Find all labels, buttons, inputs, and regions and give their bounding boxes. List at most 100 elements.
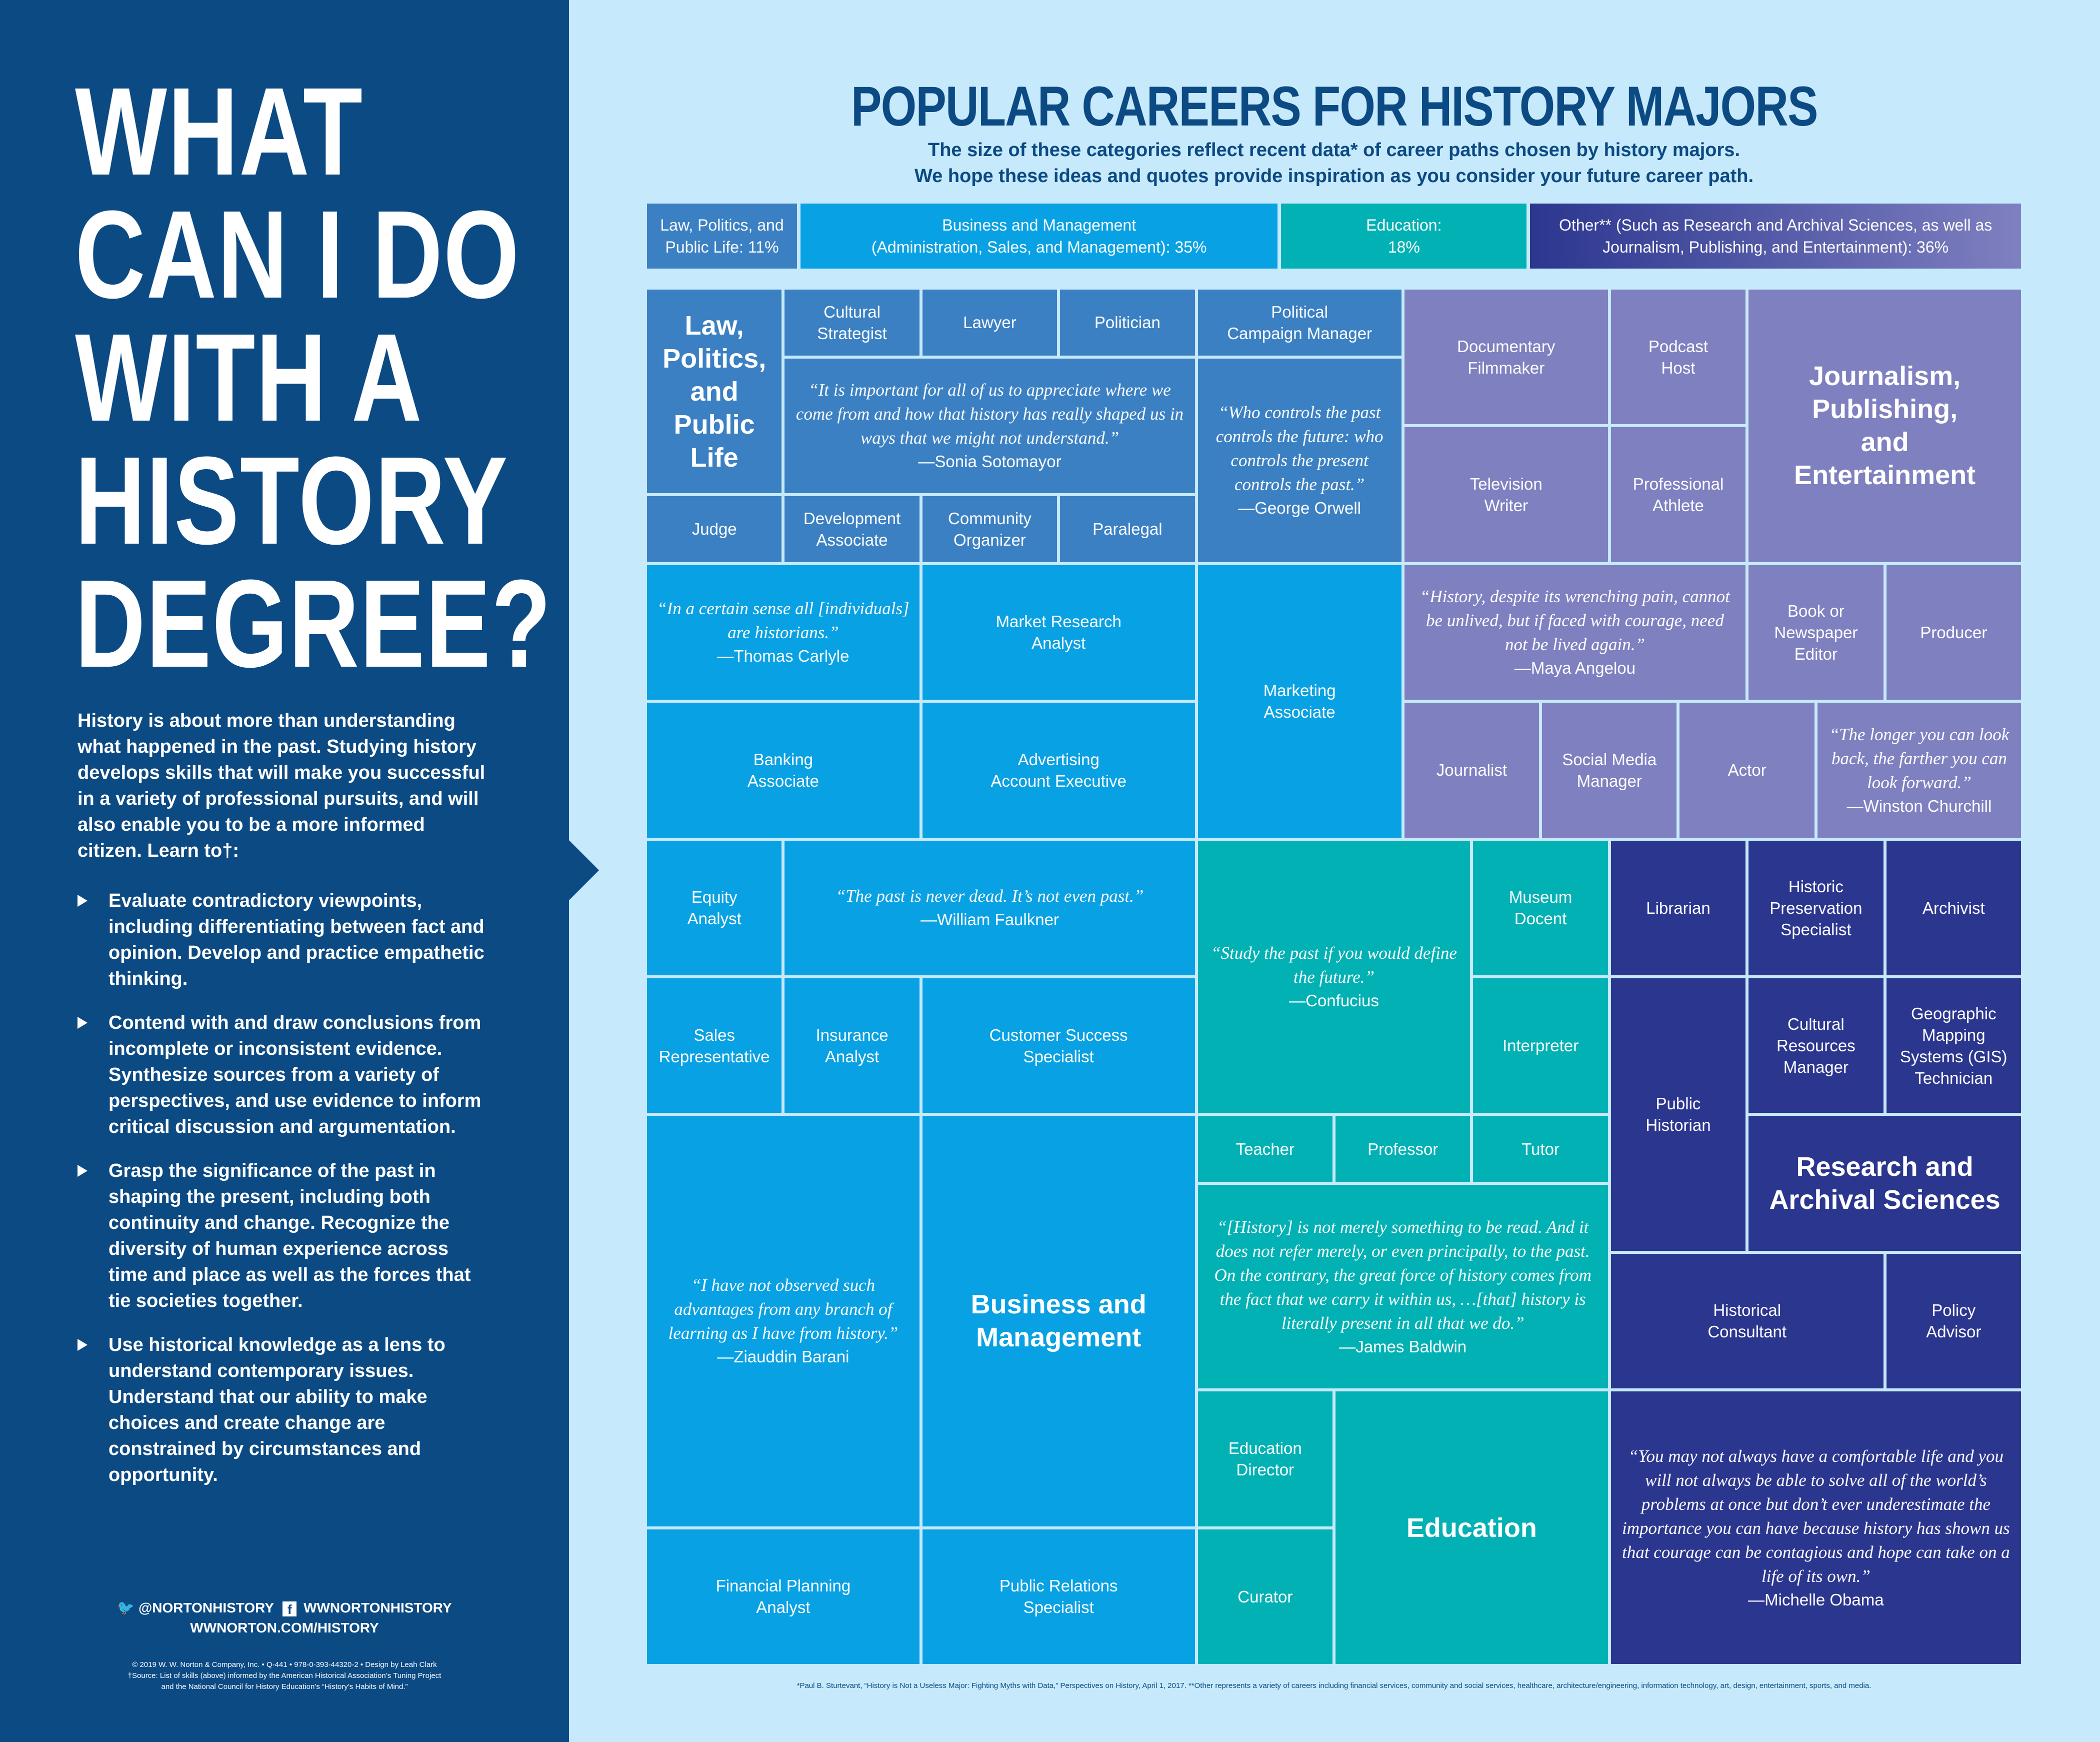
category-share-2: Education: 18% xyxy=(1281,204,1527,269)
footnote: *Paul B. Sturtevant, “History is Not a U… xyxy=(796,1681,1872,1690)
career-gis: Geographic Mapping Systems (GIS) Technic… xyxy=(1886,978,2021,1113)
triangle-bullet-icon xyxy=(78,895,88,907)
twitter-handle[interactable]: @NORTONHISTORY xyxy=(138,1600,274,1615)
twitter-icon: 🐦 xyxy=(117,1600,135,1615)
quote-obama: “You may not always have a comfortable l… xyxy=(1610,1391,2021,1664)
quote-barani: “I have not observed such advantages fro… xyxy=(647,1116,920,1526)
career-actor: Actor xyxy=(1680,703,1814,838)
career-librarian: Librarian xyxy=(1610,840,1746,975)
quote-text: “Study the past if you would define the … xyxy=(1211,943,1457,987)
career-marketing-associate: Marketing Associate xyxy=(1198,565,1402,838)
career-athlete: Professional Athlete xyxy=(1610,427,1746,562)
career-teacher: Teacher xyxy=(1198,1116,1332,1182)
quote-text: “You may not always have a comfortable l… xyxy=(1622,1446,2010,1586)
career-sales-rep: Sales Representative xyxy=(647,978,782,1113)
career-historical-consultant: Historical Consultant xyxy=(1610,1253,1884,1389)
career-producer: Producer xyxy=(1886,565,2021,700)
quote-carlyle: “In a certain sense all [individuals] ar… xyxy=(647,565,920,700)
career-customer-success: Customer Success Specialist xyxy=(922,978,1195,1113)
triangle-bullet-icon xyxy=(78,1339,88,1351)
skill-item: Use historical knowledge as a lens to un… xyxy=(78,1332,488,1488)
skill-item: Contend with and draw conclusions from i… xyxy=(78,1010,488,1140)
career-financial-planning: Financial Planning Analyst xyxy=(647,1529,920,1664)
careers-treemap: Law, Politics, and Public Life Cultural S… xyxy=(647,290,2021,1664)
category-title-jour-title: Journalism, Publishing, and Entertainmen… xyxy=(1748,290,2021,562)
panel-arrow xyxy=(569,840,599,900)
career-campaign-manager: Political Campaign Manager xyxy=(1198,290,1402,356)
category-share-3: Other** (Such as Research and Archival S… xyxy=(1530,204,2021,269)
category-title-biz-title: Business and Management xyxy=(922,1116,1195,1526)
quote-author: —Sonia Sotomayor xyxy=(918,452,1062,471)
career-banking-associate: Banking Associate xyxy=(647,703,920,838)
career-judge: Judge xyxy=(647,496,782,562)
subtitle: The size of these categories reflect rec… xyxy=(914,140,1754,187)
website-link[interactable]: WWNORTON.COM/HISTORY xyxy=(190,1620,379,1635)
career-podcast: Podcast Host xyxy=(1610,290,1746,425)
quote-author: —Michelle Obama xyxy=(1748,1590,1884,1609)
category-title-law-title: Law, Politics, and Public Life xyxy=(647,290,782,494)
category-title-edu-title: Education xyxy=(1335,1391,1608,1664)
quote-text: “In a certain sense all [individuals] ar… xyxy=(657,599,910,643)
career-public-historian: Public Historian xyxy=(1610,978,1746,1251)
quote-orwell: “Who controls the past controls the futu… xyxy=(1198,358,1402,562)
quote-author: —Maya Angelou xyxy=(1514,659,1636,678)
quote-author: —George Orwell xyxy=(1238,499,1362,518)
quote-author: —William Faulkner xyxy=(920,910,1059,929)
social-links: 🐦 @NORTONHISTORY f WWNORTONHISTORY WWNOR… xyxy=(0,1598,569,1638)
career-social-media: Social Media Manager xyxy=(1542,703,1677,838)
triangle-bullet-icon xyxy=(78,1165,88,1177)
career-journalist: Journalist xyxy=(1404,703,1540,838)
quote-angelou: “History, despite its wrenching pain, ca… xyxy=(1404,565,1746,700)
career-development-associate: Development Associate xyxy=(784,496,920,562)
career-equity-analyst: Equity Analyst xyxy=(647,840,782,975)
facebook-handle[interactable]: WWNORTONHISTORY xyxy=(304,1600,452,1615)
quote-sotomayor: “It is important for all of us to apprec… xyxy=(784,358,1195,494)
career-documentary: Documentary Filmmaker xyxy=(1404,290,1608,425)
quote-text: “The longer you can look back, the farth… xyxy=(1829,724,2010,792)
quote-faulkner: “The past is never dead. It’s not even p… xyxy=(784,840,1195,975)
page-title: POPULAR CAREERS FOR HISTORY MAJORS xyxy=(850,75,1818,138)
facebook-icon: f xyxy=(282,1601,297,1617)
career-tv-writer: Television Writer xyxy=(1404,427,1608,562)
career-market-research: Market Research Analyst xyxy=(922,565,1195,700)
quote-baldwin: “[History] is not merely something to be… xyxy=(1198,1185,1608,1389)
quote-text: “[History] is not merely something to be… xyxy=(1214,1217,1592,1333)
career-politician: Politician xyxy=(1060,290,1195,356)
category-title-res-title: Research and Archival Sciences xyxy=(1748,1116,2021,1251)
career-education-director: Education Director xyxy=(1198,1391,1332,1526)
left-panel: WHAT CAN I DO WITH A HISTORY DEGREE? His… xyxy=(0,0,569,1742)
category-share-bar: Law, Politics, and Public Life: 11% Busin… xyxy=(647,204,2021,269)
career-lawyer: Lawyer xyxy=(922,290,1058,356)
triangle-bullet-icon xyxy=(78,1017,88,1029)
skills-list: Evaluate contradictory viewpoints, inclu… xyxy=(78,888,488,1506)
career-archivist: Archivist xyxy=(1886,840,2021,975)
credits: © 2019 W. W. Norton & Company, Inc. • Q-… xyxy=(0,1659,569,1692)
quote-text: “History, despite its wrenching pain, ca… xyxy=(1420,587,1730,655)
intro-text: History is about more than understanding… xyxy=(78,710,486,861)
career-historic-preservation: Historic Preservation Specialist xyxy=(1748,840,1884,975)
quote-author: —Ziauddin Barani xyxy=(717,1347,850,1366)
career-tutor: Tutor xyxy=(1473,1116,1608,1182)
career-insurance-analyst: Insurance Analyst xyxy=(784,978,920,1113)
category-share-1: Business and Management (Administration,… xyxy=(800,204,1278,269)
quote-author: —Confucius xyxy=(1289,991,1379,1010)
career-community-organizer: Community Organizer xyxy=(922,496,1058,562)
skill-item: Evaluate contradictory viewpoints, inclu… xyxy=(78,888,488,992)
career-professor: Professor xyxy=(1335,1116,1470,1182)
quote-text: “I have not observed such advantages fro… xyxy=(668,1275,898,1343)
quote-author: —James Baldwin xyxy=(1339,1337,1467,1356)
career-advertising: Advertising Account Executive xyxy=(922,703,1195,838)
quote-text: “Who controls the past controls the futu… xyxy=(1216,403,1384,495)
main-heading: WHAT CAN I DO WITH A HISTORY DEGREE? xyxy=(75,62,552,693)
career-curator: Curator xyxy=(1198,1529,1332,1664)
quote-confucius: “Study the past if you would define the … xyxy=(1198,840,1470,1113)
career-policy-advisor: Policy Advisor xyxy=(1886,1253,2021,1389)
quote-churchill: “The longer you can look back, the farth… xyxy=(1817,703,2021,838)
career-interpreter: Interpreter xyxy=(1473,978,1608,1113)
career-public-relations: Public Relations Specialist xyxy=(922,1529,1195,1664)
career-paralegal: Paralegal xyxy=(1060,496,1195,562)
quote-text: “The past is never dead. It’s not even p… xyxy=(836,886,1144,906)
source-note: †Source: List of skills (above) informed… xyxy=(128,1671,442,1691)
career-museum-docent: Museum Docent xyxy=(1473,840,1608,975)
quote-author: —Winston Churchill xyxy=(1846,796,1992,815)
